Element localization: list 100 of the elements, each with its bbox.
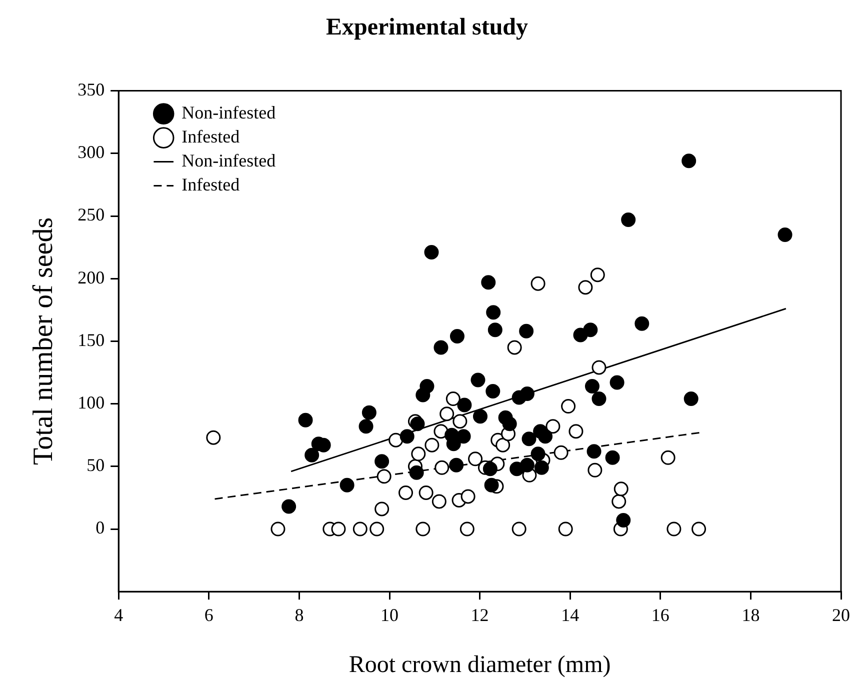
- point: [568, 424, 584, 439]
- point: [660, 450, 676, 465]
- point: [482, 462, 498, 476]
- x-tick-label: 10: [380, 605, 398, 626]
- point: [416, 522, 430, 536]
- x-axis-title: Root crown diameter (mm): [348, 652, 611, 678]
- point: [586, 444, 602, 459]
- x-tick-label: 14: [561, 605, 580, 626]
- point: [522, 432, 536, 446]
- point: [512, 522, 526, 536]
- y-tick-label: 350: [78, 80, 105, 100]
- point: [590, 268, 605, 282]
- point: [588, 462, 602, 478]
- point: [530, 446, 546, 462]
- point: [457, 398, 472, 412]
- point: [558, 522, 573, 536]
- point: [488, 322, 502, 338]
- point: [592, 360, 606, 375]
- y-axis-title: Total number of seeds: [28, 217, 60, 466]
- legend-label: Non-infested: [182, 102, 276, 123]
- point: [530, 276, 546, 291]
- point: [616, 512, 631, 528]
- y-tick-label: 300: [78, 142, 105, 162]
- point: [481, 275, 496, 290]
- point: [432, 494, 446, 509]
- point: [614, 482, 628, 496]
- point: [507, 340, 522, 355]
- point: [434, 340, 448, 355]
- point: [520, 458, 534, 472]
- point: [470, 372, 486, 388]
- x-tick-label: 6: [204, 605, 214, 626]
- point: [331, 522, 346, 536]
- point: [496, 438, 510, 452]
- point: [449, 458, 464, 472]
- point: [420, 379, 434, 394]
- point: [298, 412, 313, 428]
- x-tick-label: 16: [651, 605, 670, 626]
- x-tick-label: 20: [832, 605, 850, 626]
- point: [538, 429, 553, 444]
- point: [778, 228, 792, 242]
- point: [400, 429, 414, 444]
- x-tick-label: 12: [470, 605, 489, 626]
- y-tick-label: 200: [78, 267, 105, 288]
- point: [456, 429, 471, 444]
- point: [446, 392, 460, 406]
- point: [374, 454, 390, 469]
- point: [666, 522, 682, 536]
- point: [370, 522, 384, 536]
- x-tick-label: 18: [742, 605, 760, 626]
- point: [554, 445, 568, 460]
- point: [520, 386, 534, 402]
- point: [460, 489, 476, 504]
- point: [484, 478, 499, 492]
- point: [206, 430, 221, 445]
- point: [473, 409, 488, 424]
- point: [304, 448, 320, 462]
- point: [546, 419, 560, 434]
- point: [486, 305, 501, 320]
- point: [362, 405, 376, 420]
- point: [411, 446, 426, 462]
- point: [374, 502, 390, 516]
- point: [418, 485, 434, 500]
- point: [682, 154, 696, 168]
- point: [486, 384, 500, 399]
- legend-label: Infested: [182, 174, 240, 195]
- point: [502, 416, 517, 432]
- point: [561, 399, 576, 414]
- point: [578, 280, 593, 295]
- y-tick-label: 0: [96, 518, 105, 538]
- point: [352, 522, 368, 536]
- point: [634, 316, 650, 331]
- x-tick-label: 8: [294, 605, 304, 626]
- point: [440, 406, 454, 422]
- point: [376, 469, 392, 484]
- point: [424, 245, 439, 260]
- point: [452, 414, 468, 429]
- legend-label: Non-infested: [182, 150, 276, 171]
- point: [358, 419, 374, 434]
- point: [460, 522, 474, 536]
- point: [468, 452, 483, 466]
- point: [583, 322, 598, 338]
- chart-title: Experimental study: [326, 14, 528, 41]
- y-tick-label: 50: [86, 455, 105, 476]
- point: [584, 379, 600, 394]
- point: [519, 324, 534, 338]
- point: [282, 499, 296, 514]
- point: [610, 375, 624, 390]
- point: [692, 522, 706, 536]
- y-tick-label: 250: [78, 204, 105, 225]
- point: [270, 522, 286, 536]
- point: [684, 392, 698, 406]
- point: [450, 328, 464, 344]
- y-tick-label: 100: [78, 392, 105, 413]
- point: [340, 478, 354, 492]
- point: [398, 485, 414, 500]
- point: [424, 438, 440, 452]
- point: [388, 432, 404, 448]
- legend-label: Infested: [182, 126, 240, 147]
- point: [612, 494, 626, 509]
- x-tick-label: 4: [114, 605, 124, 626]
